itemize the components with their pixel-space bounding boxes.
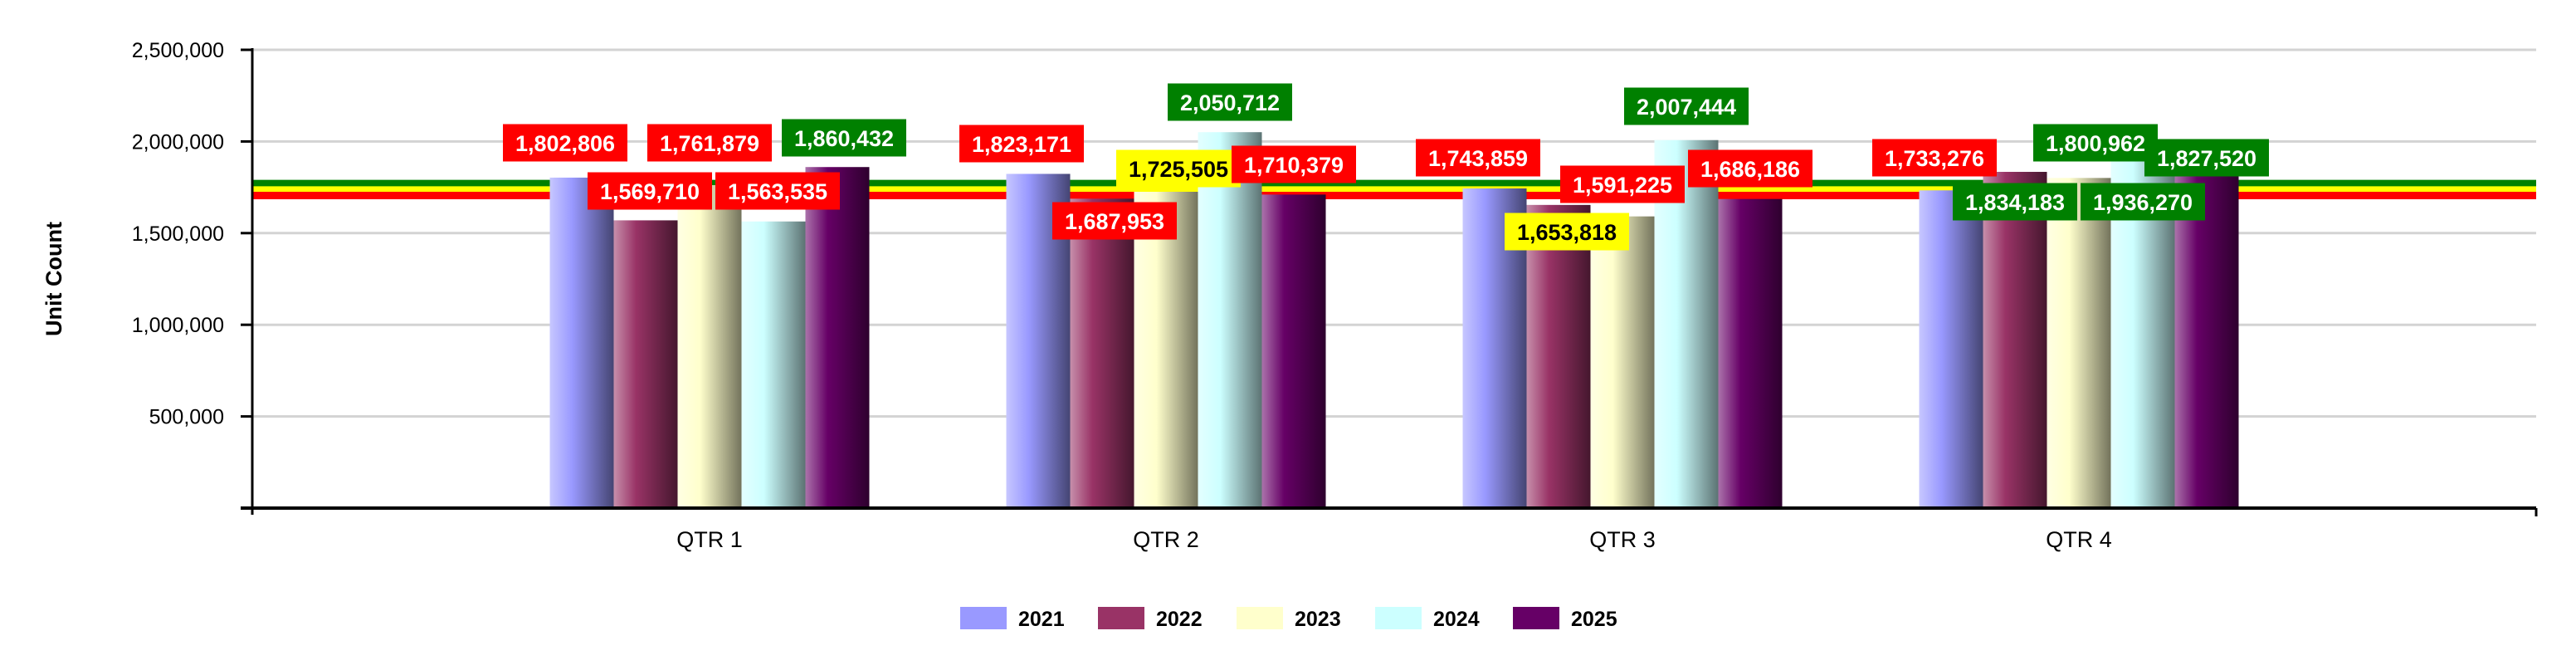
bar (549, 177, 614, 508)
data-label: 1,686,186 (1700, 157, 1800, 182)
bar (1983, 172, 2047, 508)
legend-swatch (1098, 607, 1144, 629)
data-label: 1,591,225 (1573, 173, 1672, 198)
data-label: 1,710,379 (1244, 153, 1344, 178)
data-label-box (2033, 124, 2158, 162)
data-label: 1,800,962 (2046, 131, 2145, 156)
bar (1261, 194, 1326, 508)
bar (2174, 173, 2239, 508)
bar (677, 184, 742, 508)
legend-swatch (1513, 607, 1559, 629)
data-label: 1,860,432 (794, 126, 894, 151)
data-label-box (782, 119, 906, 157)
data-label-box (2144, 139, 2269, 177)
legend-label: 2025 (1571, 608, 1617, 631)
data-label-box (715, 172, 840, 210)
data-label-box (1872, 139, 1997, 177)
data-label: 2,007,444 (1637, 95, 1736, 120)
data-label: 1,743,859 (1428, 146, 1528, 171)
legend: 2021 2022 2023 2024 2025 (960, 607, 1617, 631)
axes: 500,000 1,000,000 1,500,000 2,000,000 2,500,… (132, 39, 2538, 552)
data-labels: 1,802,806 1,569,710 1,761,879 1,563,535 1,86… (503, 83, 2269, 251)
bar (741, 221, 806, 508)
legend-swatch (1375, 607, 1422, 629)
data-label-box (1688, 149, 1812, 188)
legend-swatch (1237, 607, 1283, 629)
data-label-box (1116, 149, 1241, 188)
bars (549, 132, 2239, 509)
y-axis-title: Unit Count (41, 222, 66, 336)
legend-label: 2021 (1018, 608, 1065, 631)
data-label: 1,827,520 (2157, 146, 2256, 171)
data-label-box (1168, 83, 1292, 121)
y-tick-label: 1,000,000 (132, 314, 224, 337)
bar (2047, 178, 2111, 508)
legend-label: 2024 (1433, 608, 1480, 631)
data-label-box (1232, 145, 1356, 183)
bar (1134, 192, 1198, 509)
legend-label: 2023 (1295, 608, 1341, 631)
data-label-box (2081, 183, 2205, 221)
data-label-box (1953, 183, 2077, 221)
bar (1590, 216, 1655, 508)
data-label: 1,936,270 (2093, 190, 2193, 215)
data-label: 1,563,535 (728, 179, 827, 204)
legend-label: 2022 (1156, 608, 1203, 631)
x-tick-label: QTR 4 (2046, 527, 2112, 552)
data-label-box (959, 125, 1084, 163)
bar (613, 220, 678, 508)
data-label: 1,569,710 (600, 179, 700, 204)
x-tick-label: QTR 2 (1133, 527, 1199, 552)
y-tick-label: 2,000,000 (132, 130, 224, 154)
bar (1198, 132, 1262, 508)
data-label: 1,834,183 (1965, 190, 2065, 215)
data-label: 1,823,171 (972, 132, 1071, 157)
x-tick-label: QTR 3 (1589, 527, 1656, 552)
data-label-box (1416, 139, 1540, 177)
data-label: 1,733,276 (1885, 146, 1984, 171)
bar (805, 167, 870, 508)
data-label: 1,802,806 (515, 131, 615, 156)
y-tick-label: 2,500,000 (132, 39, 224, 62)
bar (1919, 190, 1983, 508)
data-label-box (588, 172, 712, 210)
data-label: 2,050,712 (1180, 90, 1280, 115)
bar (1526, 204, 1591, 509)
data-label-box (1505, 213, 1629, 251)
data-label: 1,761,879 (660, 131, 759, 156)
data-label: 1,687,953 (1065, 209, 1164, 234)
data-label-box (503, 124, 627, 162)
x-tick-label: QTR 1 (676, 527, 743, 552)
data-label: 1,725,505 (1129, 157, 1228, 182)
bar (1718, 198, 1783, 508)
data-label-box (1560, 165, 1685, 203)
data-label: 1,653,818 (1517, 220, 1617, 245)
legend-swatch (960, 607, 1007, 629)
y-tick-label: 500,000 (149, 406, 224, 429)
data-label-box (1052, 202, 1177, 240)
bar (1070, 198, 1134, 508)
y-tick-label: 1,500,000 (132, 222, 224, 246)
data-label-box (647, 124, 772, 162)
data-label-box (1624, 87, 1749, 125)
